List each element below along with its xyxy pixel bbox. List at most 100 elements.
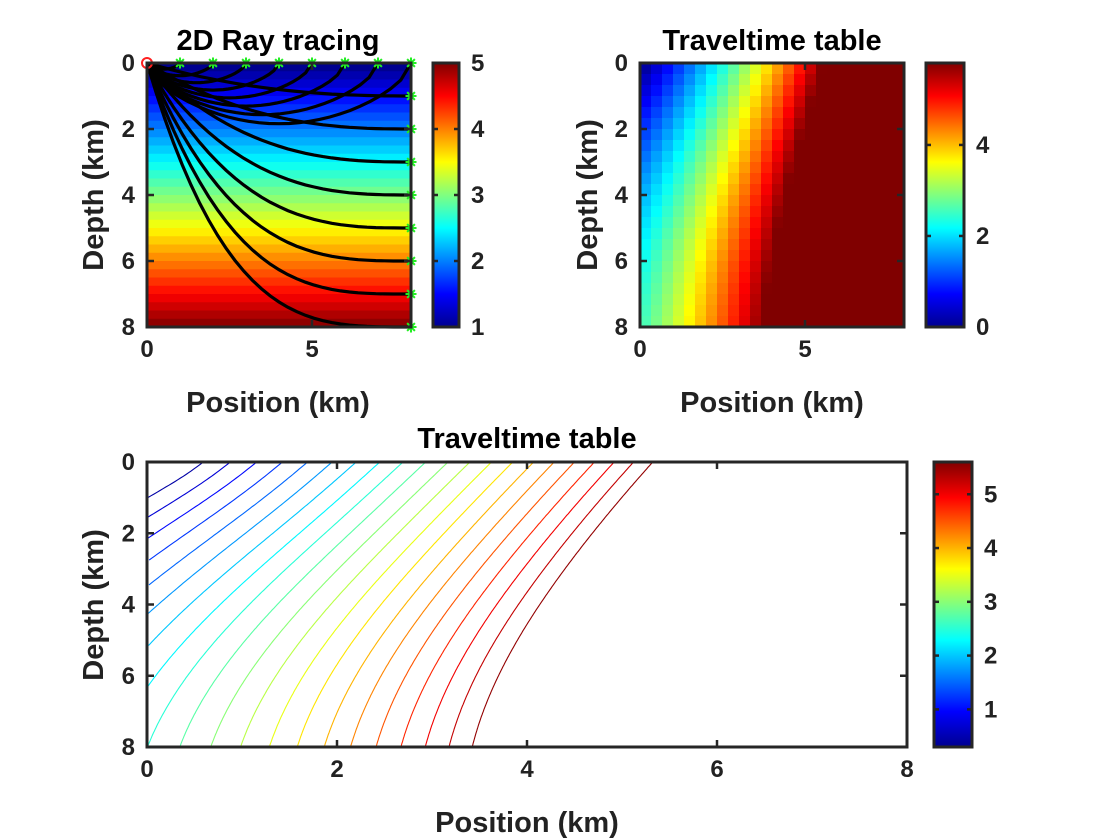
- ray-path: [145, 62, 281, 92]
- contour-line: [349, 461, 555, 748]
- traveltime-cell: [838, 239, 850, 251]
- traveltime-cell: [640, 195, 652, 207]
- traveltime-cell: [761, 305, 773, 317]
- ray-path: [145, 62, 248, 85]
- traveltime-cell: [772, 151, 784, 163]
- traveltime-cell: [651, 228, 663, 240]
- traveltime-cell: [651, 85, 663, 97]
- traveltime-cell: [651, 206, 663, 218]
- traveltime-cell: [662, 107, 674, 119]
- traveltime-cell: [893, 96, 905, 108]
- traveltime-cell: [673, 272, 685, 284]
- contour-line: [471, 461, 654, 748]
- traveltime-cell: [728, 272, 740, 284]
- contour-line: [268, 461, 492, 748]
- traveltime-cell: [893, 140, 905, 152]
- p2-ticks: 0 5 0 2 4 6 8: [615, 50, 904, 363]
- traveltime-cell: [706, 217, 718, 229]
- traveltime-cell: [893, 217, 905, 229]
- ray-path: [146, 61, 411, 98]
- traveltime-cell: [695, 305, 707, 317]
- traveltime-cell: [816, 85, 828, 97]
- traveltime-cell: [882, 316, 894, 328]
- traveltime-cell: [728, 63, 740, 75]
- traveltime-cell: [849, 305, 861, 317]
- traveltime-cell: [893, 151, 905, 163]
- traveltime-cell: [860, 228, 872, 240]
- traveltime-cell: [739, 250, 751, 262]
- traveltime-cell: [838, 261, 850, 273]
- traveltime-cell: [651, 272, 663, 284]
- colorbar-tick-label: 4: [976, 132, 990, 159]
- traveltime-cell: [838, 283, 850, 295]
- traveltime-cell: [794, 305, 806, 317]
- traveltime-cell: [640, 162, 652, 174]
- traveltime-cell: [860, 151, 872, 163]
- traveltime-cell: [750, 217, 762, 229]
- traveltime-cell: [651, 195, 663, 207]
- traveltime-cell: [728, 74, 740, 86]
- traveltime-cell: [651, 162, 663, 174]
- p2-xlabel: Position (km): [680, 387, 864, 419]
- traveltime-cell: [805, 129, 817, 141]
- p2-colorbar-frame: [924, 61, 966, 329]
- traveltime-cell: [640, 217, 652, 229]
- traveltime-cell: [673, 96, 685, 108]
- traveltime-cell: [882, 217, 894, 229]
- traveltime-cell: [761, 206, 773, 218]
- traveltime-cell: [816, 63, 828, 75]
- traveltime-cell: [728, 239, 740, 251]
- traveltime-cell: [750, 261, 762, 273]
- traveltime-cell: [673, 239, 685, 251]
- ray-path: [145, 61, 411, 164]
- traveltime-cell: [805, 195, 817, 207]
- traveltime-cell: [772, 250, 784, 262]
- traveltime-cell: [684, 272, 696, 284]
- traveltime-cell: [750, 74, 762, 86]
- traveltime-cell: [783, 206, 795, 218]
- traveltime-cell: [750, 151, 762, 163]
- traveltime-cell: [651, 173, 663, 185]
- traveltime-cell: [860, 261, 872, 273]
- traveltime-cell: [871, 316, 883, 328]
- traveltime-cell: [849, 195, 861, 207]
- traveltime-cell: [893, 173, 905, 185]
- traveltime-cell: [739, 305, 751, 317]
- traveltime-cell: [805, 184, 817, 196]
- traveltime-cell: [728, 140, 740, 152]
- traveltime-cell: [662, 151, 674, 163]
- traveltime-cell: [838, 228, 850, 240]
- traveltime-cell: [772, 140, 784, 152]
- traveltime-cell: [662, 85, 674, 97]
- traveltime-cell: [706, 184, 718, 196]
- traveltime-cell: [893, 316, 905, 328]
- traveltime-cell: [838, 316, 850, 328]
- traveltime-cell: [684, 151, 696, 163]
- contour-line: [400, 461, 595, 748]
- traveltime-cell: [871, 118, 883, 130]
- traveltime-cell: [849, 173, 861, 185]
- traveltime-cell: [728, 294, 740, 306]
- traveltime-cell: [673, 217, 685, 229]
- traveltime-cell: [882, 162, 894, 174]
- traveltime-cell: [640, 316, 652, 328]
- traveltime-cell: [728, 85, 740, 97]
- ray-tracing-panel: 2D Ray tracing 0 5 0 2 4 6 8 Position (km) Dep…: [78, 25, 485, 419]
- traveltime-cell: [739, 316, 751, 328]
- traveltime-cell: [849, 63, 861, 75]
- traveltime-cell: [805, 74, 817, 86]
- traveltime-cell: [695, 63, 707, 75]
- y-tick-label: 4: [615, 182, 629, 209]
- p1-title: 2D Ray tracing: [176, 25, 379, 57]
- traveltime-cell: [662, 305, 674, 317]
- traveltime-cell: [871, 74, 883, 86]
- traveltime-cell: [816, 294, 828, 306]
- velocity-band: [147, 285, 411, 295]
- traveltime-cell: [640, 107, 652, 119]
- contour-line: [148, 461, 308, 586]
- traveltime-cell: [695, 118, 707, 130]
- traveltime-heatmap-panel: Traveltime table 0 5 0 2 4 6 8 Position (km) D…: [572, 25, 990, 419]
- traveltime-cell: [662, 118, 674, 130]
- traveltime-cell: [827, 283, 839, 295]
- traveltime-cell: [761, 107, 773, 119]
